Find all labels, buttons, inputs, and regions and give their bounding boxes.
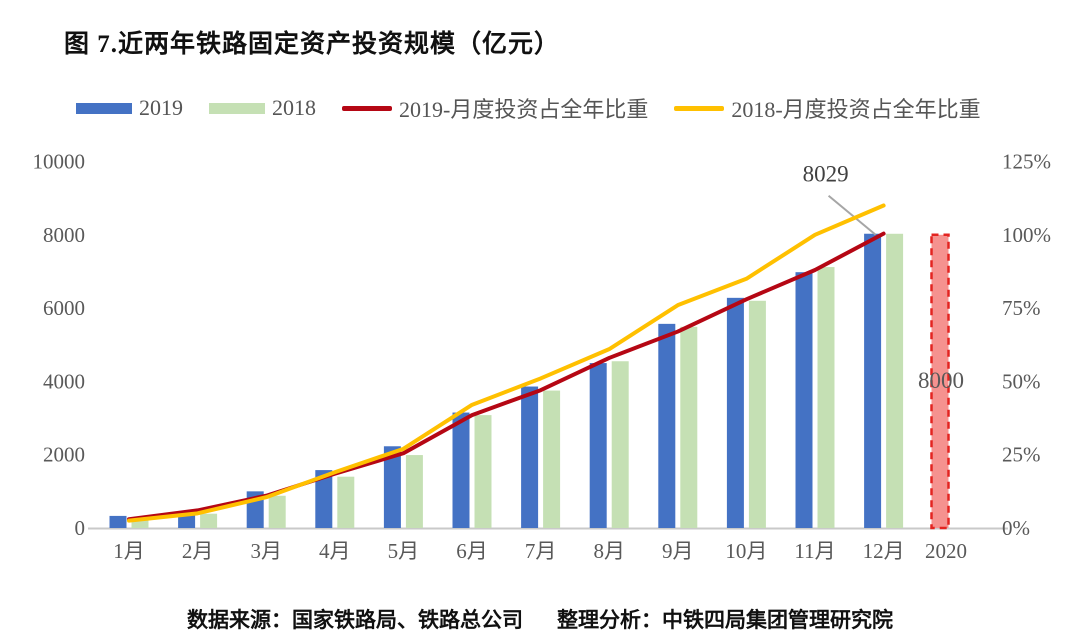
bar-2019-m1 [109, 515, 127, 528]
x-axis-label: 3月 [250, 539, 282, 563]
bar-2019-m6 [452, 412, 470, 528]
bar-2019-m9 [658, 323, 676, 528]
bar-2018-m5 [405, 455, 423, 528]
legend-item-2018: 2018 [209, 95, 316, 121]
bar-2018-m1 [131, 519, 149, 528]
bar-2018-m9 [680, 326, 698, 528]
x-axis-label: 5月 [388, 539, 420, 563]
legend-swatch-2018-bar [209, 102, 265, 114]
legend-item-2019: 2019 [76, 95, 183, 121]
legend-item-2018-line: 2018-月度投资占全年比重 [674, 92, 981, 124]
x-axis-label: 4月 [319, 539, 351, 563]
bar-2018-m8 [611, 361, 629, 528]
plan-bar-2020 [930, 233, 950, 530]
right-axis-tick: 125% [1002, 150, 1051, 174]
chart-svg: 0 2000 4000 6000 8000 10000 0% 25% 50% 75% 100% 125… [33, 150, 1052, 564]
left-axis-tick: 2000 [43, 443, 85, 467]
left-axis-tick: 10000 [33, 150, 86, 174]
bar-2019-m4 [315, 470, 333, 528]
legend-label: 2019-月度投资占全年比重 [399, 97, 649, 122]
legend-swatch-2019-line [342, 105, 392, 111]
x-axis-label: 7月 [525, 539, 557, 563]
bar-2018-m12 [886, 233, 904, 528]
left-axis-tick: 6000 [43, 296, 85, 320]
x-axis-label: 11月 [794, 539, 835, 563]
x-axis-label: 10月 [725, 539, 767, 563]
bar-2018-m4 [337, 476, 355, 528]
right-axis-tick: 50% [1002, 369, 1041, 393]
left-axis-tick: 4000 [43, 369, 85, 393]
legend-swatch-2018-line [674, 105, 725, 111]
bar-2019-m11 [795, 272, 813, 528]
annotation-8029: 8029 [803, 162, 849, 187]
bar-2018-m6 [474, 415, 492, 528]
line-2019-月度投资占全年比重 [127, 231, 886, 522]
legend-label: 2019 [139, 95, 183, 120]
line-2018-月度投资占全年比重 [127, 203, 886, 523]
x-axis-label: 6月 [456, 539, 488, 563]
x-axis-label: 12月 [863, 539, 905, 563]
plan-bar-label-8000: 8000 [918, 368, 964, 393]
bar-2018-m3 [268, 495, 286, 528]
legend-swatch-2019-bar [76, 102, 132, 114]
bar-2019-m5 [383, 446, 401, 528]
legend-label: 2018-月度投资占全年比重 [731, 97, 981, 122]
right-axis-tick: 25% [1002, 443, 1041, 467]
right-axis-tick: 0% [1002, 516, 1030, 540]
bar-2019-m7 [521, 386, 539, 528]
bar-2018-m10 [748, 300, 766, 528]
analysis-credit-text: 整理分析：中铁四局集团管理研究院 [557, 608, 893, 632]
chart-legend: 2019 2018 2019-月度投资占全年比重 2018-月度投资占全年比重 [76, 92, 1060, 124]
chart-title: 图 7.近两年铁路固定资产投资规模（亿元） [64, 31, 561, 58]
legend-item-2019-line: 2019-月度投资占全年比重 [342, 92, 648, 124]
bar-2019-m10 [726, 297, 744, 528]
source-line: 数据来源：国家铁路局、铁路总公司 整理分析：中铁四局集团管理研究院 [0, 604, 1080, 634]
legend-label: 2018 [272, 95, 316, 120]
bar-2018-m11 [817, 267, 835, 528]
x-axis-label: 9月 [662, 539, 694, 563]
right-axis-tick: 100% [1002, 223, 1051, 247]
data-source-text: 数据来源：国家铁路局、铁路总公司 [187, 608, 523, 632]
bar-2019-m8 [589, 363, 607, 528]
left-axis-tick: 0 [75, 516, 86, 540]
x-axis-label-2020: 2020 [925, 539, 967, 563]
left-axis-tick: 8000 [43, 223, 85, 247]
right-axis-tick: 75% [1002, 296, 1041, 320]
bar-2019-m12 [864, 233, 882, 528]
x-axis-label: 2月 [182, 539, 214, 563]
x-axis-label: 1月 [113, 539, 145, 563]
bar-2018-m7 [543, 390, 561, 528]
chart-area: 0 2000 4000 6000 8000 10000 0% 25% 50% 75% 100% 125… [0, 130, 1080, 600]
bar-2018-m2 [200, 513, 218, 528]
x-axis-label: 8月 [593, 539, 625, 563]
annotation-leader-line [827, 194, 877, 236]
